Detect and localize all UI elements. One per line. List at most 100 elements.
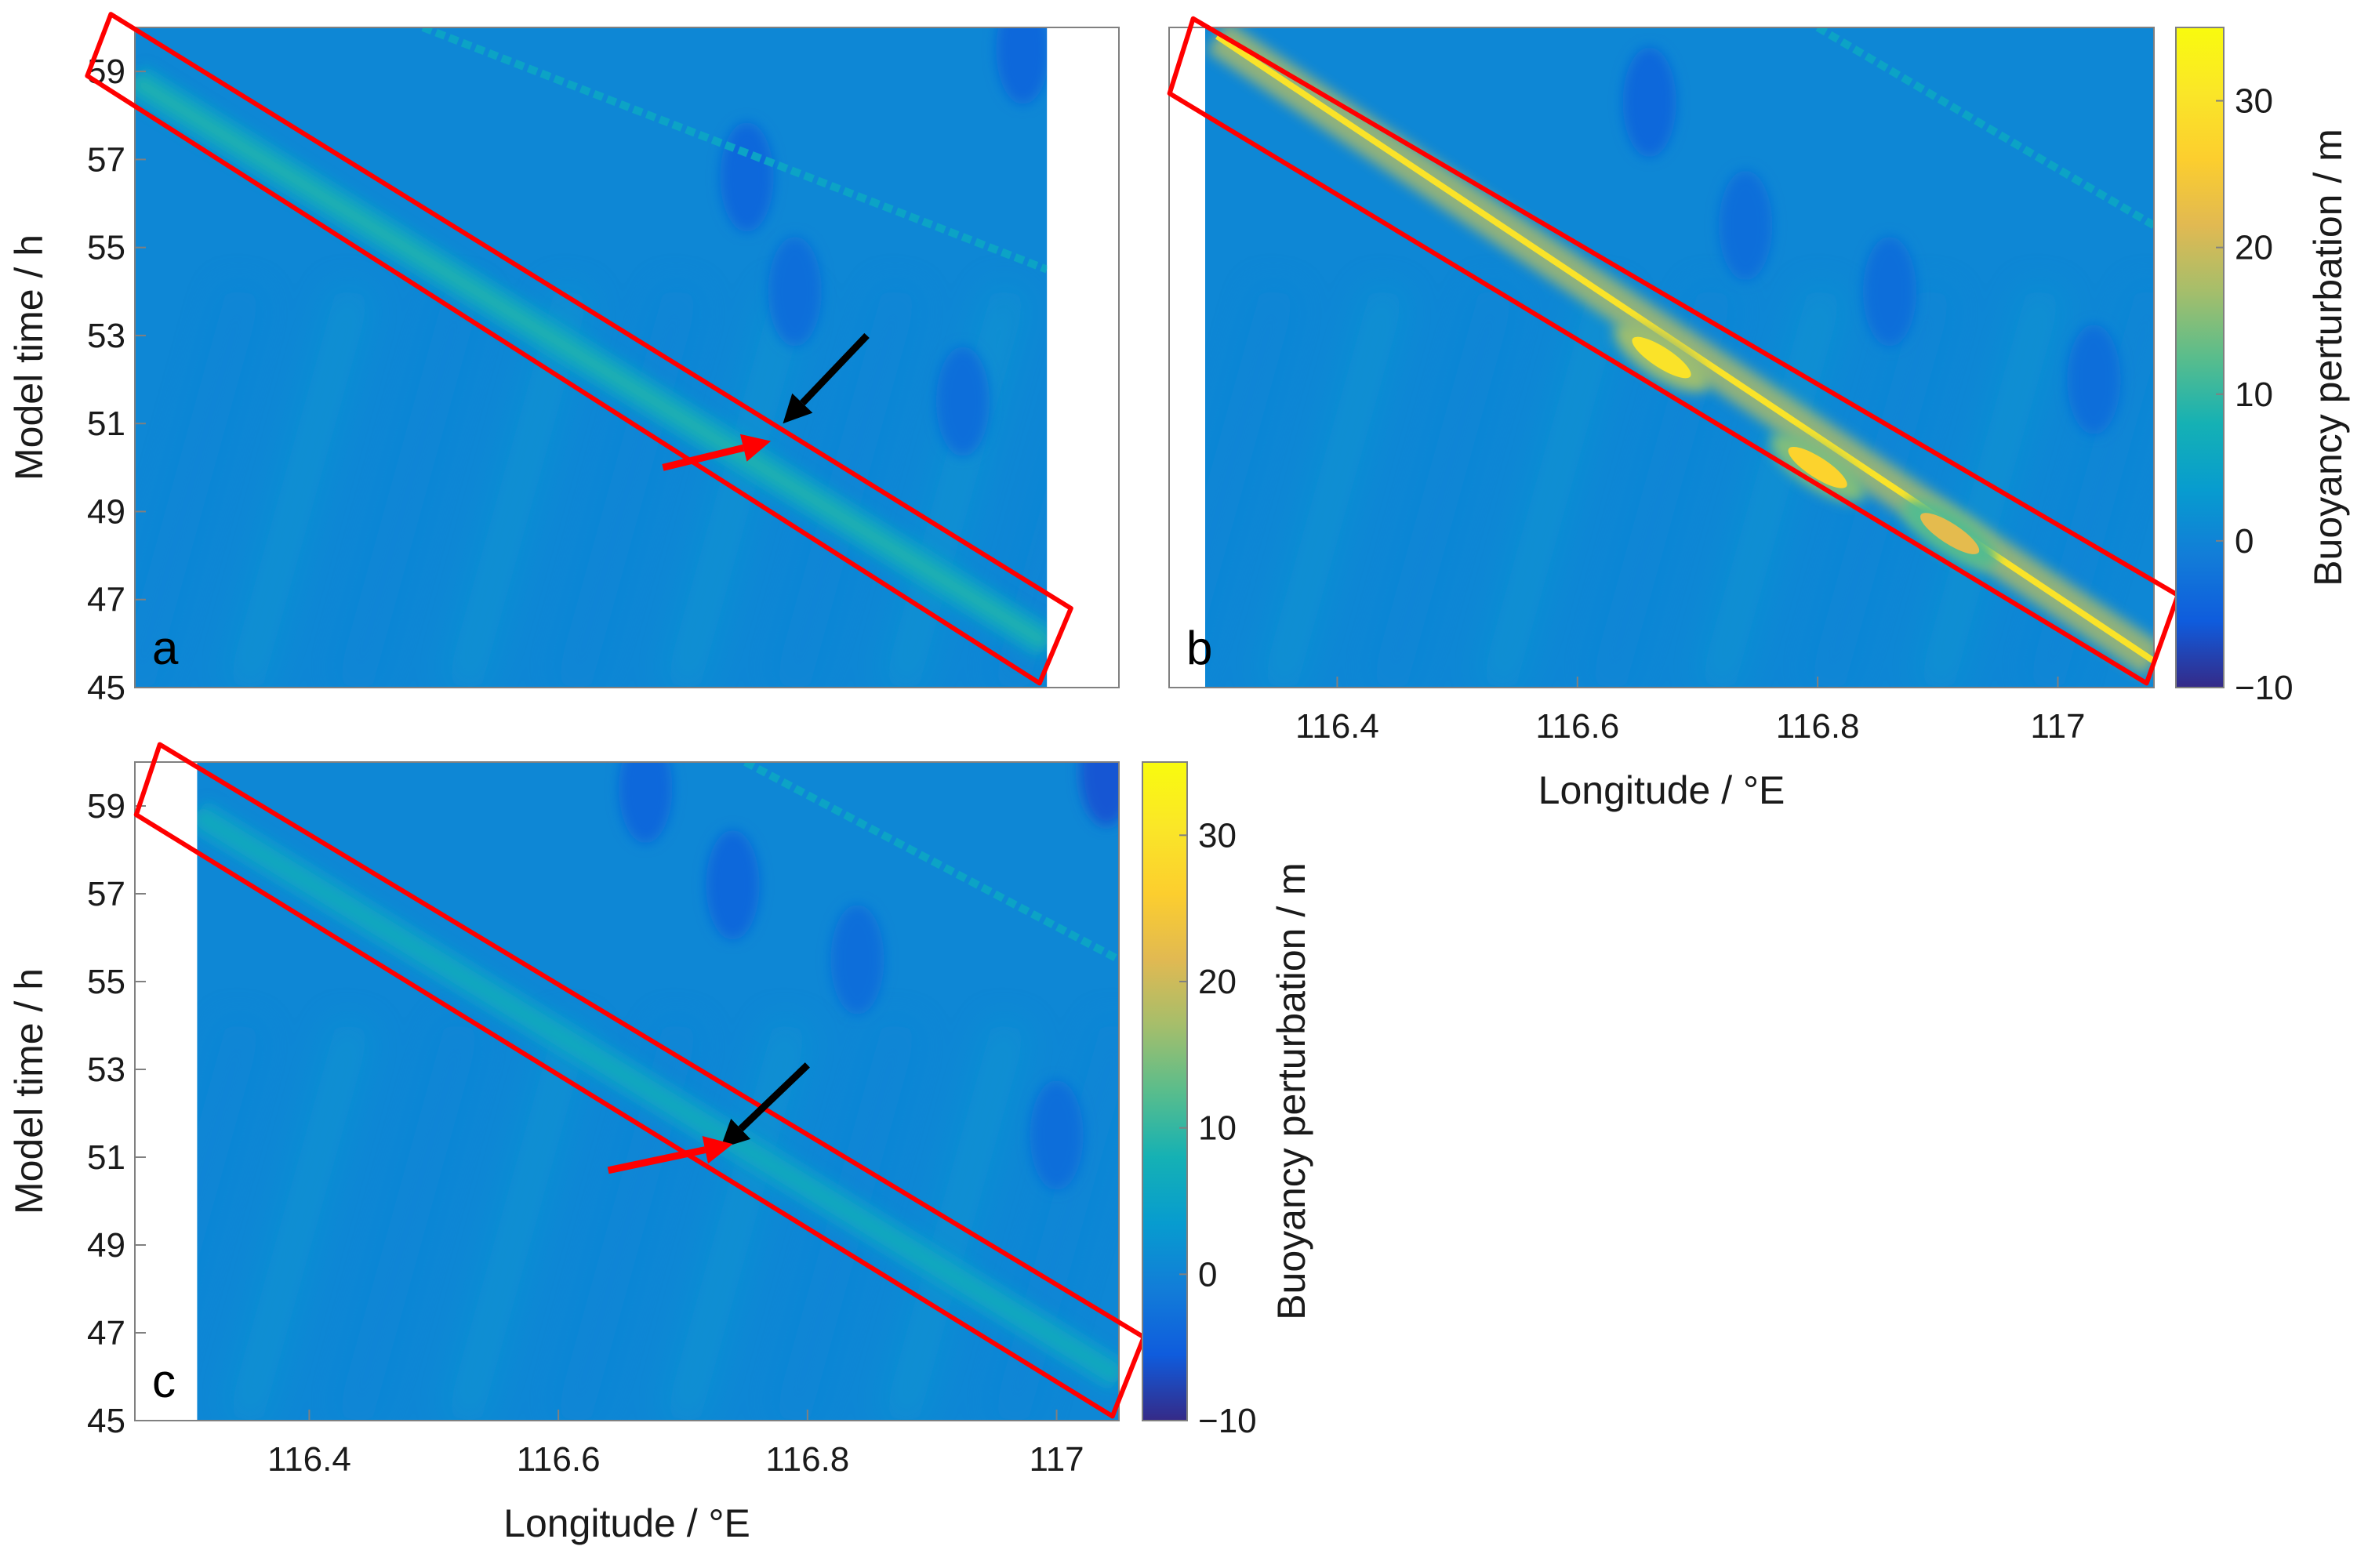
heatmap-streak [1698, 286, 1843, 688]
heatmap-streak [992, 1020, 1119, 1421]
low-cell [1622, 47, 1676, 158]
low-cell [720, 122, 774, 232]
x-tick-label: 116.4 [267, 1440, 351, 1479]
low-cell [1719, 170, 1773, 281]
highlight-box [1167, 16, 2181, 686]
heatmap-streak [1917, 286, 2063, 688]
y-tick-label: 45 [87, 1402, 125, 1440]
y-tick-label: 45 [87, 669, 125, 707]
low-cell [768, 236, 822, 347]
y-tick-label: 47 [87, 1314, 125, 1352]
crest-line [1215, 33, 2154, 664]
x-tick-label: 116.8 [765, 1440, 849, 1479]
colorbar: −10 0 10 20 30 Buoyancy perturbation / m [1142, 761, 1313, 1440]
colorbar-tick-label: 20 [1198, 963, 1237, 1001]
heatmap-streak [227, 286, 372, 688]
heatmap-streak [227, 1020, 372, 1421]
y-tick-label: 53 [87, 317, 125, 355]
colorbar-tick-label: 30 [1198, 816, 1237, 855]
y-tick-label: 51 [87, 405, 125, 443]
heatmap-streak [336, 286, 481, 688]
arrow-head [739, 434, 772, 462]
heatmap-field [135, 27, 1048, 688]
y-tick-label: 49 [87, 1226, 125, 1265]
low-cell [1030, 1080, 1084, 1190]
heatmap-streak [135, 286, 263, 688]
low-cell [830, 905, 884, 1014]
arrow-head [720, 1118, 751, 1149]
black-arrow [783, 332, 870, 424]
secondary-crest [421, 27, 1048, 274]
panel-label: a [152, 622, 179, 674]
y-tick-label: 57 [87, 140, 125, 179]
secondary-crest [1815, 27, 2154, 229]
colorbar-tick-label: 30 [2235, 82, 2273, 121]
low-cell [1080, 762, 1119, 826]
y-tick-label: 57 [87, 875, 125, 913]
x-tick-label: 116.4 [1295, 707, 1379, 746]
colorbar-label: Buoyancy perturbation / m [1269, 862, 1313, 1320]
heatmap-streak [1261, 286, 1406, 688]
heatmap-streak [197, 1020, 263, 1264]
crest-hotspot [1920, 513, 1980, 554]
low-cell [936, 347, 990, 457]
y-tick-label: 49 [87, 492, 125, 531]
colorbar-tick-label: −10 [1198, 1402, 1257, 1440]
highlight-box [133, 742, 1146, 1419]
y-tick-label: 55 [87, 229, 125, 267]
low-cell [996, 27, 1048, 105]
arrow-shaft [738, 1062, 810, 1132]
colorbar-label: Buoyancy perturbation / m [2306, 129, 2350, 586]
arrow-head [702, 1136, 733, 1164]
highlight-box [85, 12, 1073, 686]
y-tick-label: 59 [87, 787, 125, 826]
crest-line [135, 74, 1048, 649]
arrow-shaft [607, 1146, 706, 1174]
panel-label: b [1186, 622, 1212, 674]
low-cell [1863, 236, 1917, 347]
colorbar-tick-label: 0 [2235, 522, 2254, 561]
heatmap-streak [882, 286, 1028, 688]
colorbar-tick-label: 0 [1198, 1255, 1217, 1294]
panel-label: c [152, 1355, 176, 1407]
heatmap-streak [1204, 286, 1297, 626]
colorbar-tick-label: 20 [2235, 229, 2273, 267]
y-axis-label: Model time / h [7, 968, 51, 1214]
heatmap-streak [773, 286, 918, 688]
y-tick-label: 55 [87, 963, 125, 1001]
low-cell [619, 762, 673, 844]
panel-c: 45 47 49 51 53 55 57 59 116.4 116.6 116.8 117 Model … [7, 742, 1313, 1545]
x-tick-label: 117 [2030, 707, 2085, 746]
heatmap-streak [1480, 286, 1625, 688]
colorbar-tick-label: 10 [1198, 1109, 1237, 1148]
colorbar: −10 0 10 20 30 Buoyancy perturbation / m [2175, 27, 2350, 707]
crest-hotspot [1788, 447, 1847, 488]
colorbar-tick-label: −10 [2235, 669, 2294, 707]
x-tick-label: 116.6 [1535, 707, 1619, 746]
axes-frame [1168, 27, 2155, 688]
heatmap-streak [664, 1020, 809, 1421]
heatmap-streak [336, 1020, 481, 1421]
panel-b: 116.4 116.6 116.8 117 Longitude / °E b −10 0 10 2… [1167, 16, 2350, 812]
crest-line [197, 809, 1119, 1382]
x-tick-label: 116.6 [517, 1440, 601, 1479]
arrow-shaft [662, 444, 745, 471]
axes-frame [134, 761, 1120, 1421]
black-arrow [720, 1062, 810, 1149]
y-tick-label: 53 [87, 1051, 125, 1089]
y-tick-label: 51 [87, 1138, 125, 1177]
arrow-head [783, 393, 813, 424]
heatmap-streak [445, 1020, 590, 1421]
low-cell [2067, 325, 2121, 435]
x-axis-label: Longitude / °E [1538, 768, 1785, 812]
x-axis-label: Longitude / °E [503, 1501, 750, 1545]
y-tick-label: 47 [87, 581, 125, 619]
low-cell [706, 829, 760, 940]
x-tick-label: 117 [1029, 1440, 1084, 1479]
y-axis-label: Model time / h [7, 234, 51, 481]
arrow-shaft [800, 332, 870, 406]
red-arrow [607, 1136, 733, 1174]
crest-hotspot [1632, 336, 1691, 379]
